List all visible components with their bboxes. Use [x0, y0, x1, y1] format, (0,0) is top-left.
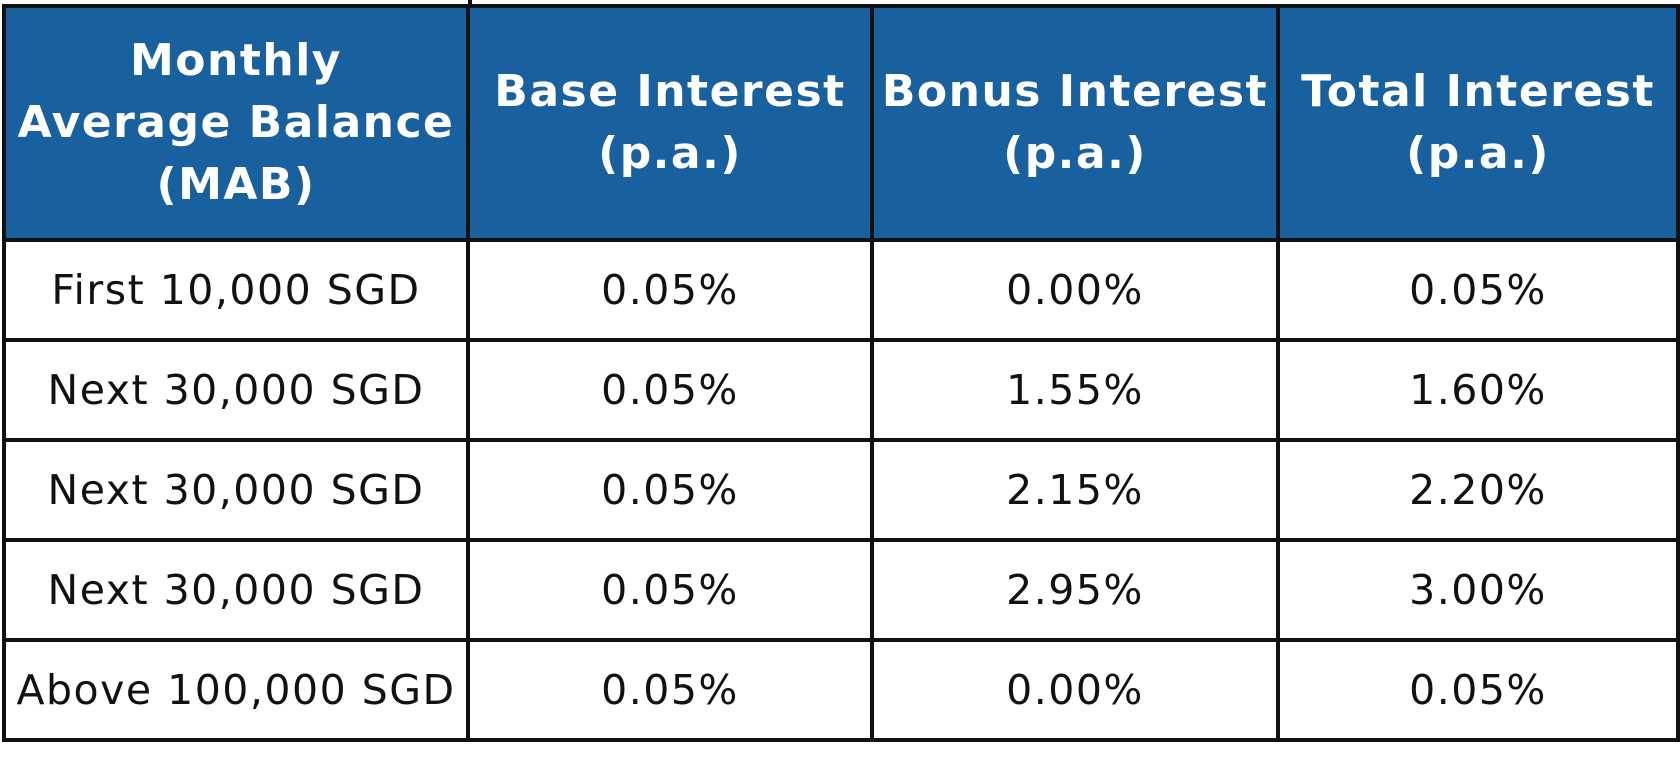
- cell-base-interest: 0.05%: [466, 438, 874, 542]
- header-total-interest-line-1: Total Interest: [1301, 66, 1655, 117]
- cell-base-interest: 0.05%: [466, 238, 874, 342]
- header-mab-line-1: Monthly: [130, 35, 342, 86]
- cell-bonus-interest: 1.55%: [870, 338, 1280, 442]
- header-mab: Monthly Average Balance (MAB): [2, 4, 470, 242]
- header-bonus-interest-line-1: Bonus Interest: [881, 66, 1269, 117]
- cell-bonus-interest: 0.00%: [870, 638, 1280, 742]
- cell-total-interest: 2.20%: [1276, 438, 1680, 542]
- cell-total-interest: 3.00%: [1276, 538, 1680, 642]
- cell-base-interest: 0.05%: [466, 538, 874, 642]
- cell-mab-tier: First 10,000 SGD: [2, 238, 470, 342]
- cell-bonus-interest: 2.15%: [870, 438, 1280, 542]
- cell-total-interest: 1.60%: [1276, 338, 1680, 442]
- table-row: Above 100,000 SGD 0.05% 0.00% 0.05%: [2, 638, 1680, 742]
- header-total-interest-line-2: (p.a.): [1406, 128, 1550, 179]
- header-bonus-interest-line-2: (p.a.): [1003, 128, 1147, 179]
- cell-total-interest: 0.05%: [1276, 238, 1680, 342]
- cell-base-interest: 0.05%: [466, 638, 874, 742]
- header-base-interest-line-2: (p.a.): [598, 128, 742, 179]
- cell-mab-tier: Next 30,000 SGD: [2, 338, 470, 442]
- cell-mab-tier: Next 30,000 SGD: [2, 538, 470, 642]
- header-base-interest: Base Interest (p.a.): [466, 4, 874, 242]
- table-top-divider-tick: [468, 0, 472, 8]
- table-row: Next 30,000 SGD 0.05% 1.55% 1.60%: [2, 338, 1680, 442]
- header-base-interest-line-1: Base Interest: [494, 66, 846, 117]
- table-header-row: Monthly Average Balance (MAB) Base Inter…: [2, 4, 1680, 242]
- table-row: Next 30,000 SGD 0.05% 2.15% 2.20%: [2, 438, 1680, 542]
- table-row: First 10,000 SGD 0.05% 0.00% 0.05%: [2, 238, 1680, 342]
- cell-bonus-interest: 0.00%: [870, 238, 1280, 342]
- cell-total-interest: 0.05%: [1276, 638, 1680, 742]
- header-bonus-interest: Bonus Interest (p.a.): [870, 4, 1280, 242]
- cell-mab-tier: Next 30,000 SGD: [2, 438, 470, 542]
- header-mab-line-2: Average Balance: [17, 97, 455, 148]
- cell-mab-tier: Above 100,000 SGD: [2, 638, 470, 742]
- header-mab-line-3: (MAB): [156, 159, 316, 210]
- cell-base-interest: 0.05%: [466, 338, 874, 442]
- cell-bonus-interest: 2.95%: [870, 538, 1280, 642]
- table-row: Next 30,000 SGD 0.05% 2.95% 3.00%: [2, 538, 1680, 642]
- header-total-interest: Total Interest (p.a.): [1276, 4, 1680, 242]
- interest-rate-table: Monthly Average Balance (MAB) Base Inter…: [2, 4, 1680, 742]
